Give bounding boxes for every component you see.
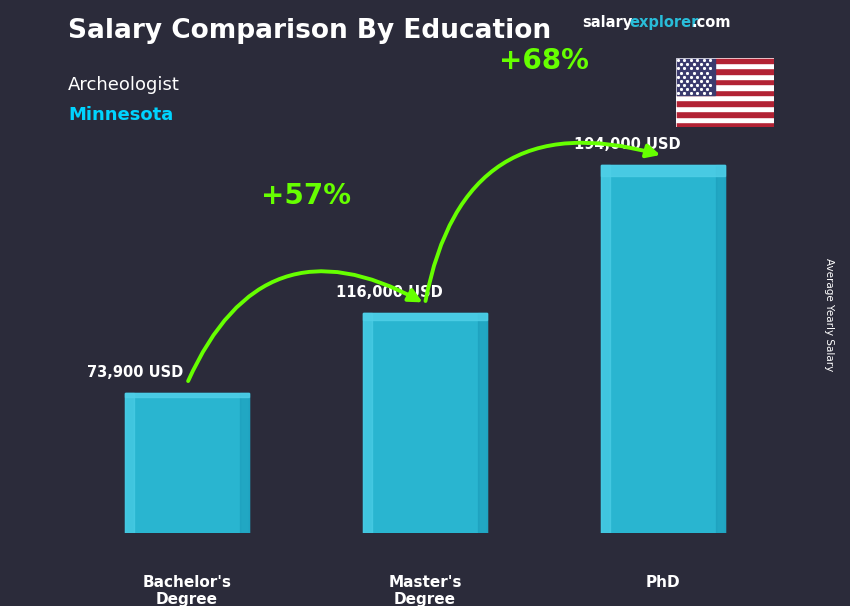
Bar: [676, 63, 774, 68]
Bar: [125, 393, 249, 398]
Bar: [676, 68, 774, 74]
Text: 116,000 USD: 116,000 USD: [336, 285, 443, 300]
Bar: [363, 313, 487, 320]
Bar: [676, 95, 774, 101]
Bar: [601, 165, 609, 533]
Text: .com: .com: [691, 15, 730, 30]
Text: explorer: explorer: [629, 15, 699, 30]
Text: Bachelor's
Degree: Bachelor's Degree: [143, 575, 231, 606]
Text: +57%: +57%: [261, 182, 351, 210]
Text: salary: salary: [582, 15, 632, 30]
Text: Salary Comparison By Education: Salary Comparison By Education: [68, 18, 551, 44]
Bar: [676, 106, 774, 111]
Text: Master's
Degree: Master's Degree: [388, 575, 462, 606]
Bar: [125, 393, 249, 533]
Bar: [676, 79, 774, 84]
Bar: [676, 74, 774, 79]
Bar: [479, 313, 487, 533]
Text: PhD: PhD: [646, 575, 680, 590]
Bar: [601, 165, 725, 533]
Bar: [125, 393, 133, 533]
Bar: [676, 116, 774, 122]
Bar: [717, 165, 725, 533]
Bar: [676, 101, 774, 106]
Bar: [676, 58, 774, 63]
Text: 73,900 USD: 73,900 USD: [87, 365, 183, 380]
Bar: [676, 90, 774, 95]
Text: +68%: +68%: [499, 47, 589, 75]
Bar: [601, 165, 725, 176]
Text: Archeologist: Archeologist: [68, 76, 180, 94]
Bar: [676, 122, 774, 127]
Bar: [363, 313, 371, 533]
Bar: [676, 111, 774, 116]
Text: 194,000 USD: 194,000 USD: [574, 137, 681, 152]
Bar: [241, 393, 249, 533]
Bar: [363, 313, 487, 533]
Bar: [676, 58, 715, 95]
Text: Minnesota: Minnesota: [68, 106, 173, 124]
Text: Average Yearly Salary: Average Yearly Salary: [824, 259, 834, 371]
Bar: [676, 84, 774, 90]
